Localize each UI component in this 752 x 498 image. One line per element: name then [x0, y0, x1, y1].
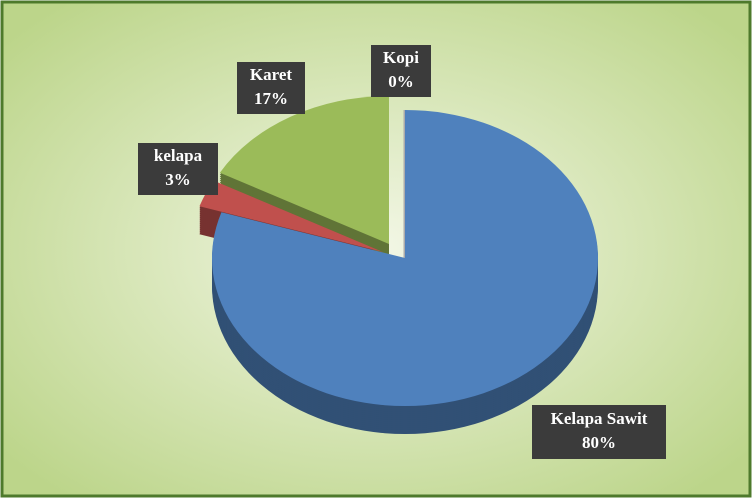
label-box — [371, 45, 431, 97]
category-label: Kelapa Sawit — [551, 409, 648, 428]
slice — [219, 95, 389, 244]
label-box — [138, 143, 218, 195]
labels: Kopi 0% Kelapa Sawit 80% kelapa 3% Karet 17% — [138, 45, 666, 459]
category-label: Karet — [250, 65, 293, 84]
value-label: 0% — [388, 72, 414, 91]
value-label: 80% — [582, 433, 616, 452]
value-label: 17% — [254, 89, 288, 108]
label-box — [532, 405, 666, 459]
category-label: Kopi — [383, 48, 419, 67]
slice — [199, 180, 383, 252]
value-label: 3% — [165, 170, 191, 189]
pie — [199, 95, 598, 434]
label-box — [237, 62, 305, 114]
slice — [212, 110, 598, 406]
category-label: kelapa — [154, 146, 203, 165]
